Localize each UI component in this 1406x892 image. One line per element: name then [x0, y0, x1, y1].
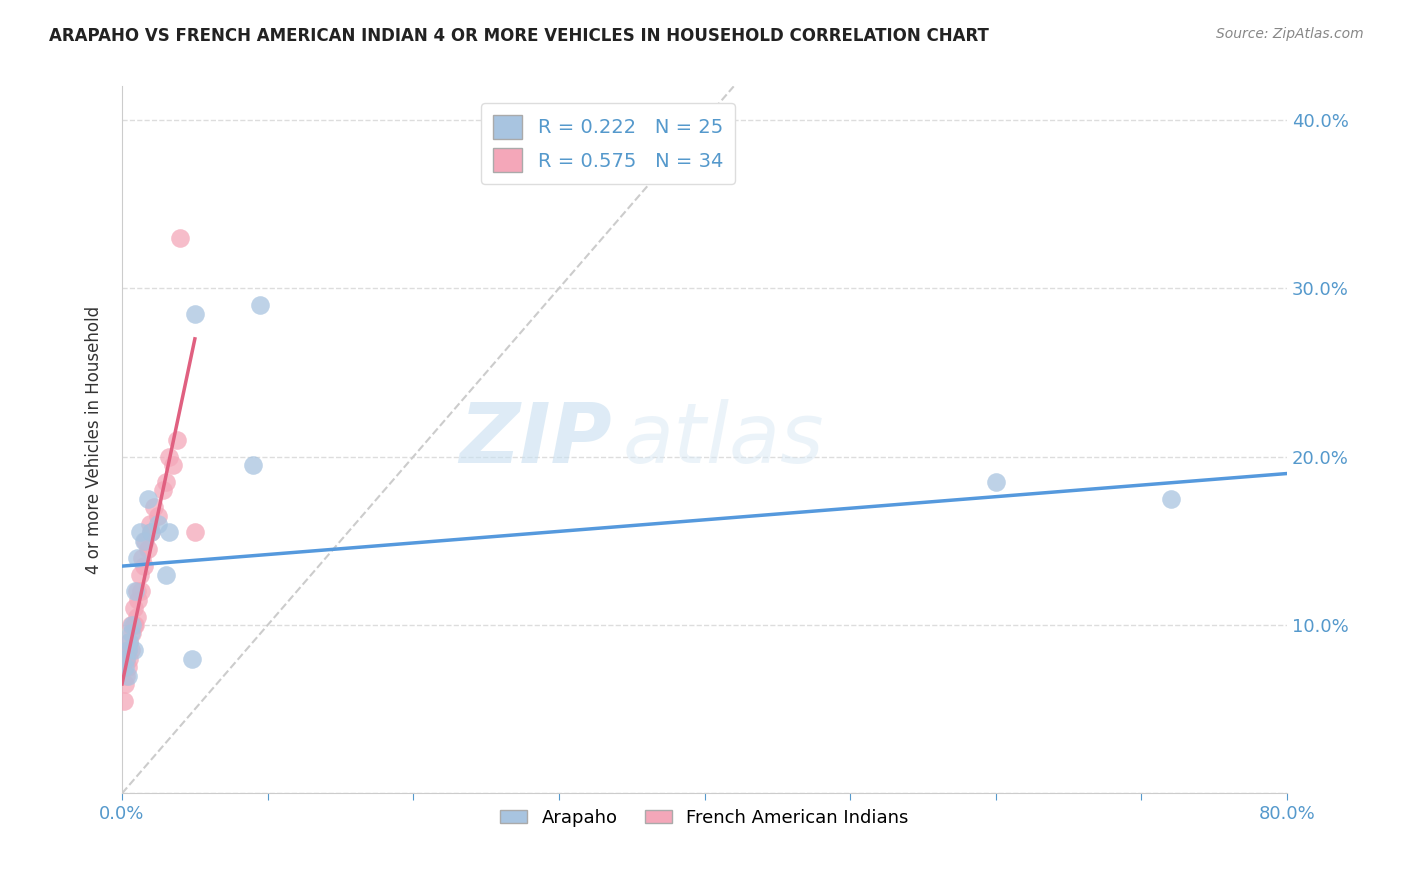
- Point: [134, 533, 156, 548]
- Point: [115, 651, 138, 665]
- Point: [138, 516, 160, 531]
- Point: [120, 618, 142, 632]
- Point: [115, 651, 138, 665]
- Point: [125, 584, 148, 599]
- Point: [125, 550, 148, 565]
- Point: [162, 458, 184, 472]
- Point: [249, 298, 271, 312]
- Point: [157, 525, 180, 540]
- Point: [143, 500, 166, 515]
- Point: [131, 550, 153, 565]
- Text: Source: ZipAtlas.com: Source: ZipAtlas.com: [1216, 27, 1364, 41]
- Point: [121, 618, 143, 632]
- Point: [127, 592, 149, 607]
- Point: [184, 307, 207, 321]
- Point: [136, 542, 159, 557]
- Text: ZIP: ZIP: [458, 400, 612, 481]
- Point: [125, 609, 148, 624]
- Point: [112, 694, 135, 708]
- Point: [118, 635, 141, 649]
- Point: [124, 618, 146, 632]
- Point: [124, 584, 146, 599]
- Point: [129, 584, 152, 599]
- Point: [114, 677, 136, 691]
- Point: [128, 525, 150, 540]
- Point: [155, 475, 177, 489]
- Point: [118, 635, 141, 649]
- Point: [117, 660, 139, 674]
- Point: [122, 618, 145, 632]
- Text: atlas: atlas: [623, 400, 825, 481]
- Point: [117, 668, 139, 682]
- Point: [148, 508, 170, 523]
- Point: [117, 643, 139, 657]
- Y-axis label: 4 or more Vehicles in Household: 4 or more Vehicles in Household: [86, 306, 103, 574]
- Point: [984, 475, 1007, 489]
- Point: [148, 516, 170, 531]
- Point: [157, 450, 180, 464]
- Legend: Arapaho, French American Indians: Arapaho, French American Indians: [494, 801, 917, 834]
- Point: [1160, 491, 1182, 506]
- Point: [184, 525, 207, 540]
- Point: [120, 643, 142, 657]
- Point: [132, 533, 155, 548]
- Point: [128, 567, 150, 582]
- Point: [114, 660, 136, 674]
- Point: [169, 231, 191, 245]
- Point: [141, 525, 163, 540]
- Point: [118, 651, 141, 665]
- Point: [152, 483, 174, 498]
- Point: [120, 626, 142, 640]
- Point: [117, 643, 139, 657]
- Point: [155, 567, 177, 582]
- Point: [141, 525, 163, 540]
- Point: [166, 433, 188, 447]
- Text: ARAPAHO VS FRENCH AMERICAN INDIAN 4 OR MORE VEHICLES IN HOUSEHOLD CORRELATION CH: ARAPAHO VS FRENCH AMERICAN INDIAN 4 OR M…: [49, 27, 988, 45]
- Point: [136, 491, 159, 506]
- Point: [242, 458, 264, 472]
- Point: [115, 668, 138, 682]
- Point: [121, 626, 143, 640]
- Point: [181, 651, 204, 665]
- Point: [122, 643, 145, 657]
- Point: [132, 559, 155, 574]
- Point: [122, 601, 145, 615]
